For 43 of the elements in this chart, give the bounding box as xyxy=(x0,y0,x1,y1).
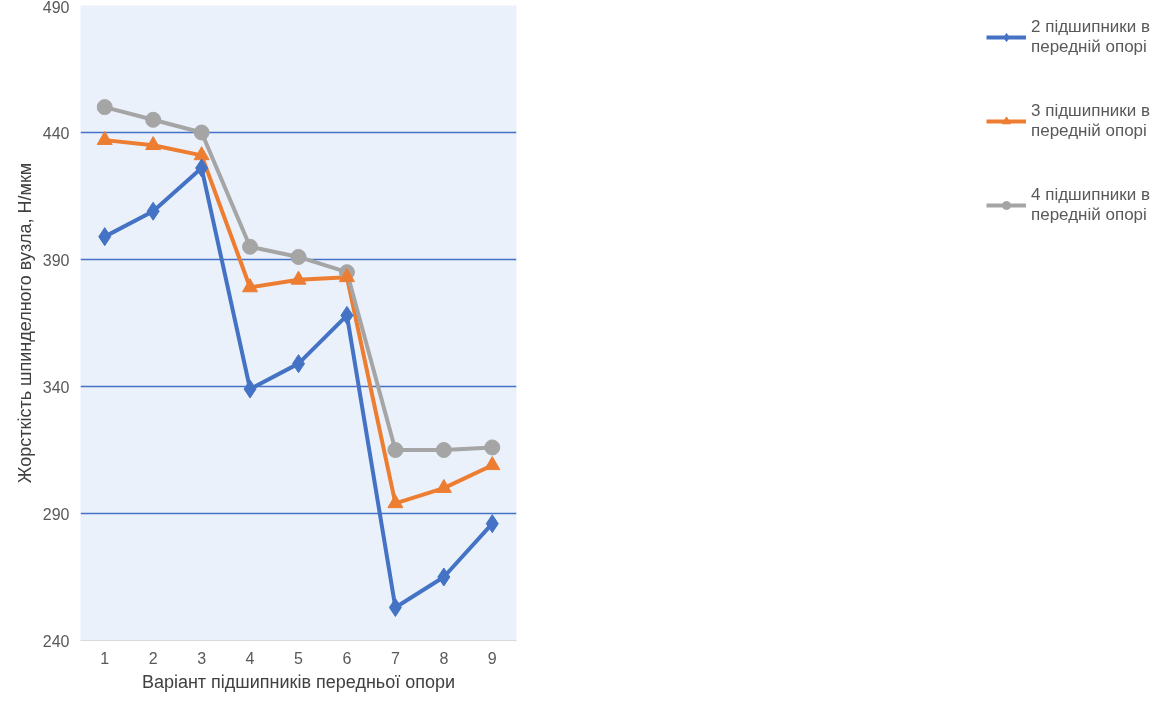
point xyxy=(388,597,402,617)
point xyxy=(193,146,210,161)
point xyxy=(242,278,259,293)
point xyxy=(193,124,210,141)
x-tick-label: 4 xyxy=(245,649,255,667)
y-tick-label: 440 xyxy=(42,124,70,142)
point xyxy=(435,442,452,458)
point xyxy=(387,442,404,458)
x-tick-label: 2 xyxy=(148,649,158,667)
x-tick-label: 1 xyxy=(100,649,110,667)
y-axis-title: Жорсткість шпинделного вузла, Н/мкм xyxy=(14,162,35,484)
point xyxy=(485,514,499,534)
point xyxy=(340,305,354,325)
point xyxy=(145,111,162,128)
x-tick-label: 3 xyxy=(197,649,207,667)
x-tick-label: 6 xyxy=(342,649,352,667)
point xyxy=(484,439,501,456)
x-tick-label: 9 xyxy=(487,649,497,667)
y-tick-label: 390 xyxy=(42,251,70,269)
y-tick-label: 490 xyxy=(42,0,70,16)
point xyxy=(243,379,257,399)
point xyxy=(242,238,259,255)
point xyxy=(290,270,307,285)
point xyxy=(387,494,404,509)
point xyxy=(96,99,113,116)
legend-label: 3 підшипники в передній опорі xyxy=(1031,100,1150,142)
y-tick-label: 290 xyxy=(42,505,70,523)
x-tick-label: 8 xyxy=(439,649,449,667)
point xyxy=(98,227,112,247)
point xyxy=(484,456,501,471)
point xyxy=(290,248,307,265)
point xyxy=(195,158,209,178)
point xyxy=(145,136,162,151)
y-tick-label: 240 xyxy=(42,632,70,650)
x-tick-label: 5 xyxy=(294,649,304,667)
x-tick-label: 7 xyxy=(390,649,400,667)
legend-label: 4 підшипники в передній опорі xyxy=(1031,184,1150,226)
point xyxy=(338,268,355,283)
legend-label: 2 підшипники в передній опорі xyxy=(1031,16,1150,58)
x-axis-title: Варіант підшипників передньої опори xyxy=(141,671,456,692)
point xyxy=(146,201,160,221)
point xyxy=(437,567,451,587)
y-tick-label: 340 xyxy=(42,378,70,396)
